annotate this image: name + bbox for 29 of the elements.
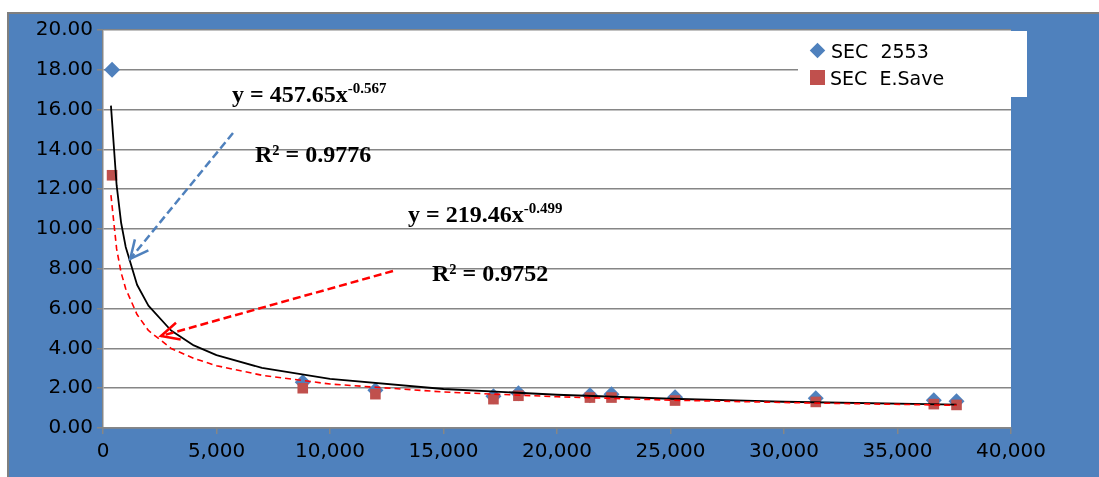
y-tick-label: 20.00 — [35, 16, 93, 41]
y-tick-label: 4.00 — [48, 334, 93, 359]
y-tick-label: 10.00 — [35, 215, 93, 240]
point — [297, 382, 309, 394]
y-tick-label: 16.00 — [35, 95, 93, 120]
x-tick-label: 30,000 — [749, 438, 819, 463]
legend-label: SEC E.Save — [830, 66, 945, 89]
x-tick-label: 25,000 — [635, 438, 706, 463]
annotation: y = 457.65x$^{-0.567}$ — [232, 80, 387, 108]
y-tick-label: 8.00 — [48, 255, 93, 279]
y-tick-label: 14.00 — [35, 135, 93, 160]
y-tick-label: 0.00 — [48, 414, 93, 439]
y-tick-label: 6.00 — [48, 294, 93, 319]
y-tick-label: 12.00 — [35, 175, 93, 200]
x-tick-label: 15,000 — [408, 438, 479, 463]
annotation: R² = 0.9752 — [432, 260, 549, 287]
x-tick-label: 40,000 — [976, 438, 1046, 463]
x-tick-label: 35,000 — [862, 438, 933, 463]
point — [370, 388, 381, 400]
annotation: R² = 0.9776 — [255, 141, 372, 168]
y-tick-label: 18.00 — [35, 56, 93, 80]
x-tick-label: 20,000 — [522, 438, 592, 463]
legend-label: SEC 2553 — [831, 39, 929, 62]
x-tick-label: 0 — [96, 438, 110, 463]
x-tick-label: 10,000 — [295, 438, 365, 463]
y-tick-label: 2.00 — [48, 374, 93, 399]
x-tick-label: 5,000 — [187, 438, 246, 463]
point — [104, 61, 121, 78]
annotation: y = 219.46x$^{-0.499}$ — [408, 200, 563, 228]
